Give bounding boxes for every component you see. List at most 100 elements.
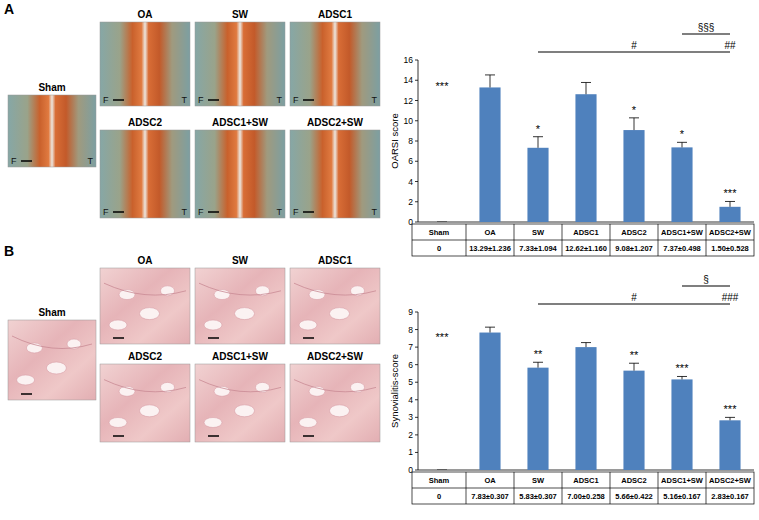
table-border — [706, 224, 707, 256]
table-header: ADSC2+SW — [709, 476, 752, 485]
y-tick-label: 6 — [408, 360, 413, 370]
image-area — [290, 130, 380, 218]
significance-marker: * — [536, 123, 541, 135]
image-mark: T — [277, 207, 283, 217]
image-title: ADSC2+SW — [307, 117, 363, 128]
image-area — [290, 268, 380, 344]
table-header: Sham — [429, 228, 450, 237]
scale-bar — [113, 211, 124, 213]
tissue-detail — [104, 380, 186, 392]
bar — [575, 347, 596, 470]
y-tick-label: 12 — [404, 96, 414, 106]
table-value: 9.08±1.207 — [615, 244, 652, 253]
significance-marker: *** — [676, 362, 690, 374]
significance-marker: *** — [724, 403, 738, 415]
tissue-detail — [140, 308, 160, 320]
y-tick-label: 5 — [408, 377, 413, 387]
table-border — [412, 488, 754, 489]
table-value: 2.83±0.167 — [711, 492, 748, 501]
bracket — [538, 303, 730, 304]
tissue-detail — [109, 418, 127, 428]
error-bar — [725, 201, 735, 206]
image-title: ADSC2 — [128, 117, 162, 128]
bar — [671, 147, 692, 222]
table-value: 7.37±0.498 — [663, 244, 700, 253]
scale-bar — [303, 211, 314, 213]
table-header: ADSC2 — [621, 476, 646, 485]
tissue-detail — [299, 320, 317, 330]
histology-image: FT — [195, 22, 285, 106]
image-mark: F — [198, 207, 204, 217]
tissue-detail — [109, 320, 127, 330]
y-tick — [415, 80, 418, 81]
y-tick — [415, 452, 418, 453]
y-tick — [415, 382, 418, 383]
bar — [719, 420, 740, 470]
bars — [437, 327, 741, 470]
image-mark: T — [277, 95, 283, 105]
scale-bar — [208, 99, 219, 101]
y-tick-label: 2 — [408, 430, 413, 440]
y-tick — [415, 417, 418, 418]
tissue-detail — [330, 405, 350, 417]
error-bar — [533, 362, 543, 367]
image-title: ADSC1+SW — [212, 351, 268, 362]
image-mark: T — [182, 207, 188, 217]
table-border — [610, 224, 611, 256]
table-value: 7.33±1.094 — [519, 244, 557, 253]
table-border — [412, 472, 754, 504]
image-area — [290, 364, 380, 442]
y-tick — [415, 399, 418, 400]
image-title: ADSC1 — [318, 9, 352, 20]
data-table: Sham0OA7.83±0.307SW5.83±0.307ADSC17.00±0… — [412, 472, 754, 504]
error-bar — [677, 142, 687, 147]
y-tick — [415, 181, 418, 182]
table-value: 7.83±0.307 — [471, 492, 508, 501]
significance-marker: *** — [436, 80, 450, 92]
image-mark: F — [103, 207, 109, 217]
tissue-detail — [104, 283, 186, 295]
table-value: 12.62±1.160 — [565, 244, 607, 253]
table-value: 13.29±1.236 — [469, 244, 511, 253]
table-header: OA — [484, 476, 496, 485]
bracket-label: # — [631, 40, 637, 51]
histology-image — [195, 364, 285, 442]
table-header: ADSC1+SW — [661, 228, 704, 237]
data-table: Sham0OA13.29±1.236SW7.33±1.094ADSC112.62… — [412, 224, 754, 256]
image-title: ADSC2+SW — [307, 351, 363, 362]
tissue-detail — [12, 336, 92, 349]
image-title: SW — [232, 255, 249, 266]
scale-bar — [208, 337, 219, 339]
error-bar — [725, 417, 735, 420]
image-title: SW — [232, 9, 249, 20]
image-title: ADSC1+SW — [212, 117, 268, 128]
image-area — [195, 268, 285, 344]
table-value: 5.66±0.422 — [615, 492, 652, 501]
significance-marker: * — [680, 128, 685, 140]
image-mark: T — [372, 207, 378, 217]
histology-image — [8, 320, 96, 400]
tissue-detail — [294, 283, 376, 295]
table-value: 5.16±0.167 — [663, 492, 700, 501]
table-border — [610, 472, 611, 504]
panel-label: A — [4, 1, 14, 17]
table-header: ADSC1+SW — [661, 476, 704, 485]
histology-image — [100, 268, 190, 344]
bar — [431, 222, 452, 223]
table-value: 0 — [437, 244, 441, 253]
y-tick-label: 0 — [408, 465, 413, 475]
y-tick — [415, 141, 418, 142]
histology-image — [195, 268, 285, 344]
histology-image: FT — [290, 22, 380, 106]
table-border — [412, 224, 754, 256]
scale-bar — [21, 160, 32, 162]
y-tick-label: 14 — [404, 75, 414, 85]
image-title: OA — [138, 255, 153, 266]
image-area — [100, 130, 190, 218]
error-bar — [677, 376, 687, 379]
tissue-detail — [46, 362, 66, 374]
error-bar — [533, 137, 543, 148]
histology-image: FT — [195, 130, 285, 218]
y-tick-label: 4 — [408, 177, 413, 187]
image-title: OA — [138, 9, 153, 20]
